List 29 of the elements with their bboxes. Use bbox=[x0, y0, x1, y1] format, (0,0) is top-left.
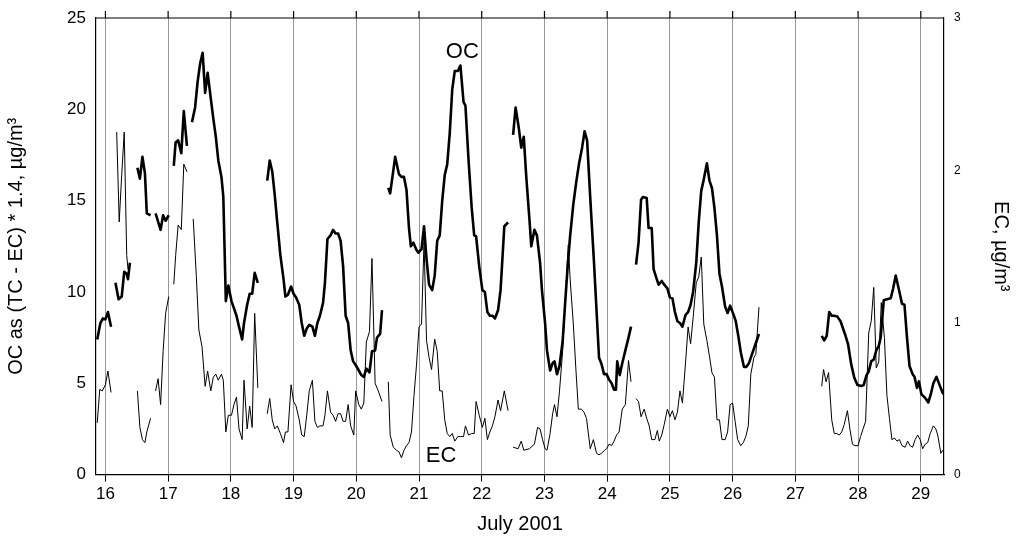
y-tick-label: 25 bbox=[67, 7, 86, 27]
x-tick-label: 20 bbox=[346, 484, 366, 504]
y2-tick-label: 0 bbox=[954, 466, 961, 481]
x-tick-label: 28 bbox=[848, 484, 868, 504]
x-tick-label: 18 bbox=[221, 484, 241, 504]
x-tick-label: 16 bbox=[95, 484, 115, 504]
y-tick-label: 0 bbox=[76, 464, 86, 484]
annotation: EC bbox=[425, 442, 457, 468]
y-axis-title: OC as (TC - EC) * 1.4, µg/m³ bbox=[3, 117, 26, 375]
x-axis-title: July 2001 bbox=[477, 511, 563, 534]
x-tick-label: 19 bbox=[284, 484, 304, 504]
y2-axis-title: EC, µg/m³ bbox=[991, 201, 1014, 292]
x-tick-label: 25 bbox=[660, 484, 680, 504]
y-tick-label: 15 bbox=[67, 190, 86, 210]
y2-tick-label: 3 bbox=[954, 10, 961, 25]
y2-tick-label: 2 bbox=[954, 162, 961, 177]
y-tick-label: 5 bbox=[76, 372, 86, 392]
annotation: OC bbox=[445, 38, 479, 64]
y-tick-label: 10 bbox=[67, 281, 86, 301]
x-tick-label: 24 bbox=[597, 484, 617, 504]
y-tick-label: 20 bbox=[67, 99, 86, 119]
x-tick-label: 23 bbox=[535, 484, 554, 504]
x-tick-label: 17 bbox=[158, 484, 178, 504]
x-tick-label: 26 bbox=[723, 484, 743, 504]
x-tick-label: 29 bbox=[911, 484, 931, 504]
y2-tick-label: 1 bbox=[954, 314, 961, 329]
x-tick-label: 21 bbox=[409, 484, 429, 504]
x-tick-label: 22 bbox=[472, 484, 492, 504]
x-tick-label: 27 bbox=[785, 484, 805, 504]
